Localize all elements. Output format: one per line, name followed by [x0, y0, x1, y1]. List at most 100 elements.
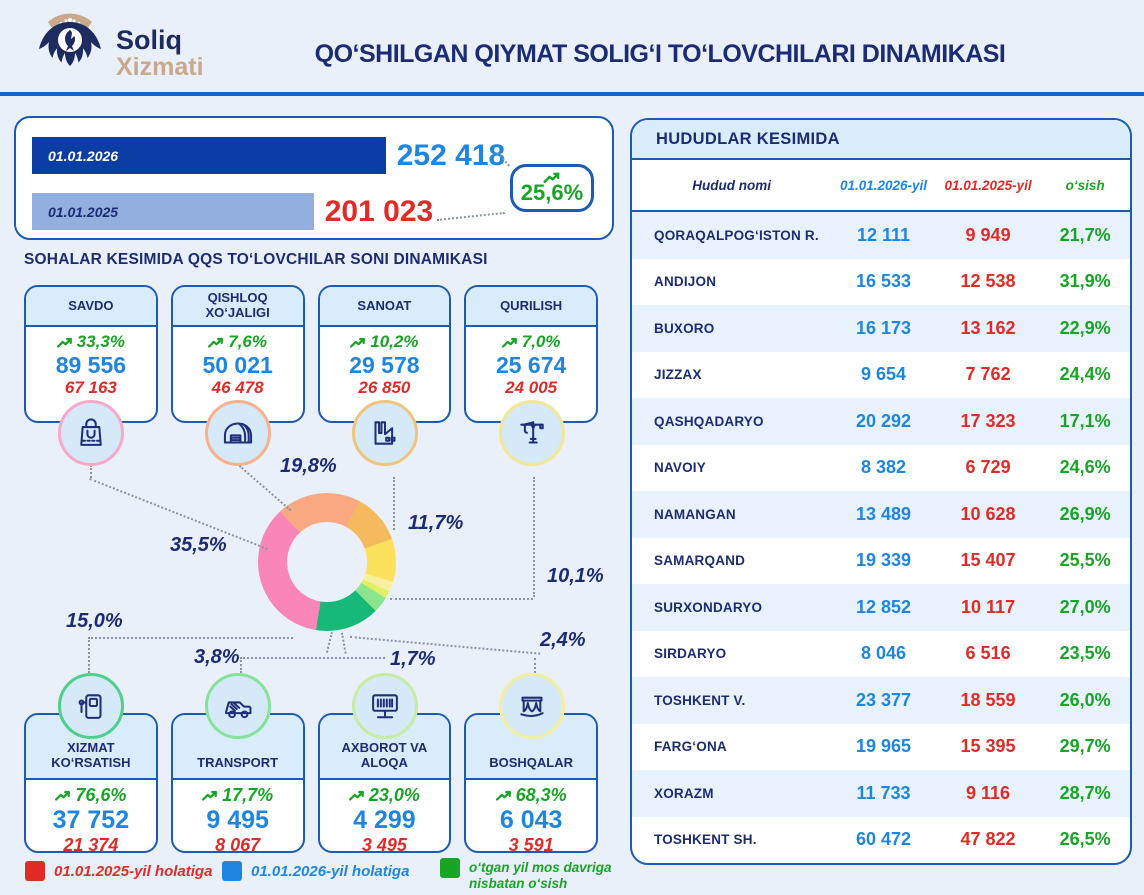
region-growth: 23,5%: [1059, 643, 1111, 664]
region-growth: 21,7%: [1059, 224, 1111, 245]
region-growth: 17,1%: [1059, 410, 1111, 431]
trend-up-icon: [56, 337, 72, 348]
sector-growth: 33,3%: [76, 332, 125, 351]
region-name: SIRDARYO: [654, 646, 727, 662]
col-header-2026: 01.01.2026-yil: [839, 177, 928, 193]
region-growth: 28,7%: [1059, 782, 1111, 803]
table-row: TOSHKENT V. 23 377 18 559 26,0%: [632, 677, 1130, 724]
legend-swatch-red: [25, 861, 45, 881]
sector-card-qishloq-xojaligi: QISHLOQ XO‘JALIGI 7,6% 50 021 46 478: [170, 285, 305, 423]
sector-growth: 17,7%: [222, 785, 274, 805]
region-2026: 23 377: [855, 689, 911, 710]
table-row: NAVOIY 8 382 6 729 24,6%: [632, 445, 1130, 492]
region-2025: 10 117: [961, 596, 1016, 617]
region-2026: 8 046: [860, 643, 906, 664]
region-2026: 16 173: [855, 317, 911, 338]
sectors-section-title: SOHALAR KESIMIDA QQS TO‘LOVCHILAR SONI D…: [24, 251, 488, 268]
sector-value-2025: 24 005: [505, 378, 558, 398]
truck-icon: [205, 673, 271, 739]
soliq-xizmati-logo-eagle-icon: [39, 13, 101, 66]
logo-text: Soliq Xizmati: [116, 26, 204, 81]
crane-icon: [499, 400, 565, 466]
shopping-bag-icon: [58, 400, 124, 466]
sector-name: AXBOROT VA ALOQA: [319, 715, 450, 780]
col-header-2025: 01.01.2025-yil: [944, 177, 1032, 193]
sector-name: QURILISH: [466, 287, 596, 327]
sector-value-2026: 50 021: [202, 352, 273, 378]
region-name: FARG‘ONA: [654, 739, 727, 755]
bar-2025: 01.01.2025: [32, 193, 314, 230]
leader-line: [341, 632, 347, 654]
sector-value-2026: 25 674: [495, 352, 567, 378]
region-2025: 47 822: [960, 829, 1016, 850]
region-2026: 19 339: [855, 550, 911, 571]
table-row: SIRDARYO 8 046 6 516 23,5%: [632, 631, 1130, 678]
region-2026: 12 111: [856, 224, 911, 245]
sector-value-2026: 6 043: [499, 806, 563, 834]
region-2026: 16 533: [855, 271, 911, 292]
sector-growth: 68,3%: [515, 785, 567, 805]
region-name: TOSHKENT SH.: [654, 832, 757, 848]
fuel-pump-icon: [58, 673, 124, 739]
sector-cards-top-row: SAVDO 33,3% 89 556 67 163 QISHLOQ XO‘JAL…: [24, 285, 598, 423]
sector-name: SANOAT: [319, 287, 450, 327]
sector-growth: 23,0%: [368, 785, 420, 805]
sector-growth: 10,2%: [370, 332, 419, 351]
col-header-growth: o‘sish: [1065, 177, 1105, 193]
legend-label: 01.01.2026-yil holatiga: [251, 863, 410, 880]
table-row: ANDIJON 16 533 12 538 31,9%: [632, 259, 1130, 306]
bar-2026: 01.01.2026: [32, 137, 386, 174]
region-2025: 12 538: [960, 271, 1016, 292]
leader-line: [88, 637, 293, 639]
region-name: BUXORO: [654, 320, 715, 336]
table-row: SAMARQAND 19 339 15 407 25,5%: [632, 538, 1130, 585]
factory-icon: [352, 400, 418, 466]
sector-card-boshqalar: BOSHQALAR 68,3% 6 043 3 591: [464, 713, 598, 853]
region-2026: 9 654: [860, 364, 906, 385]
share-label-transport: 3,8%: [194, 646, 240, 668]
leader-line: [240, 657, 242, 673]
region-growth: 24,4%: [1059, 364, 1111, 385]
region-name: TOSHKENT V.: [654, 692, 746, 708]
share-label-qurilish: 10,1%: [547, 565, 604, 587]
logo-line1: Soliq: [116, 25, 182, 55]
legend-item-2026: 01.01.2026-yil holatiga: [222, 861, 409, 881]
sector-card-axborot-va-aloqa: AXBOROT VA ALOQA 23,0% 4 299 3 495: [317, 713, 452, 853]
legend-swatch-blue: [222, 861, 242, 881]
region-2025: 6 516: [965, 643, 1011, 664]
sector-value-2025: 67 163: [64, 378, 117, 398]
regions-panel: HUDUDLAR KESIMIDA Hudud nomi 01.01.2026-…: [630, 118, 1132, 865]
trend-up-icon: [55, 790, 71, 801]
region-growth: 31,9%: [1059, 271, 1111, 292]
region-2025: 18 559: [960, 689, 1016, 710]
region-growth: 25,5%: [1059, 550, 1111, 571]
regions-column-headers: Hudud nomi 01.01.2026-yil 01.01.2025-yil…: [632, 160, 1130, 212]
table-row: NAMANGAN 13 489 10 628 26,9%: [632, 491, 1130, 538]
region-name: SURXONDARYO: [654, 599, 763, 615]
region-name: SAMARQAND: [654, 553, 746, 569]
region-2025: 15 407: [960, 550, 1016, 571]
table-row: TOSHKENT SH. 60 472 47 822 26,5%: [632, 817, 1130, 864]
sector-growth: 7,0%: [521, 332, 561, 351]
region-growth: 26,9%: [1059, 503, 1111, 524]
table-row: JIZZAX 9 654 7 762 24,4%: [632, 352, 1130, 399]
region-name: QASHQADARYO: [654, 413, 764, 429]
region-2025: 17 323: [960, 410, 1016, 431]
sector-value-2025: 3 591: [508, 834, 554, 853]
sector-value-2026: 37 752: [52, 806, 130, 834]
logo-line2: Xizmati: [116, 53, 204, 82]
trend-up-icon: [208, 337, 224, 348]
sector-value-2026: 89 556: [55, 352, 127, 378]
trend-up-icon: [543, 172, 560, 183]
region-growth: 29,7%: [1059, 736, 1111, 757]
region-2026: 12 852: [855, 596, 911, 617]
leader-line: [534, 658, 536, 673]
bar-row-2026: 01.01.2026 252 418: [32, 137, 598, 174]
regions-panel-title: HUDUDLAR KESIMIDA: [632, 120, 1130, 160]
page-title: QO‘SHILGAN QIYMAT SOLIG‘I TO‘LOVCHILARI …: [314, 40, 1006, 68]
region-2026: 13 489: [855, 503, 911, 524]
leader-line: [88, 637, 90, 673]
header-divider: [0, 92, 1144, 96]
region-2025: 9 949: [965, 224, 1011, 245]
